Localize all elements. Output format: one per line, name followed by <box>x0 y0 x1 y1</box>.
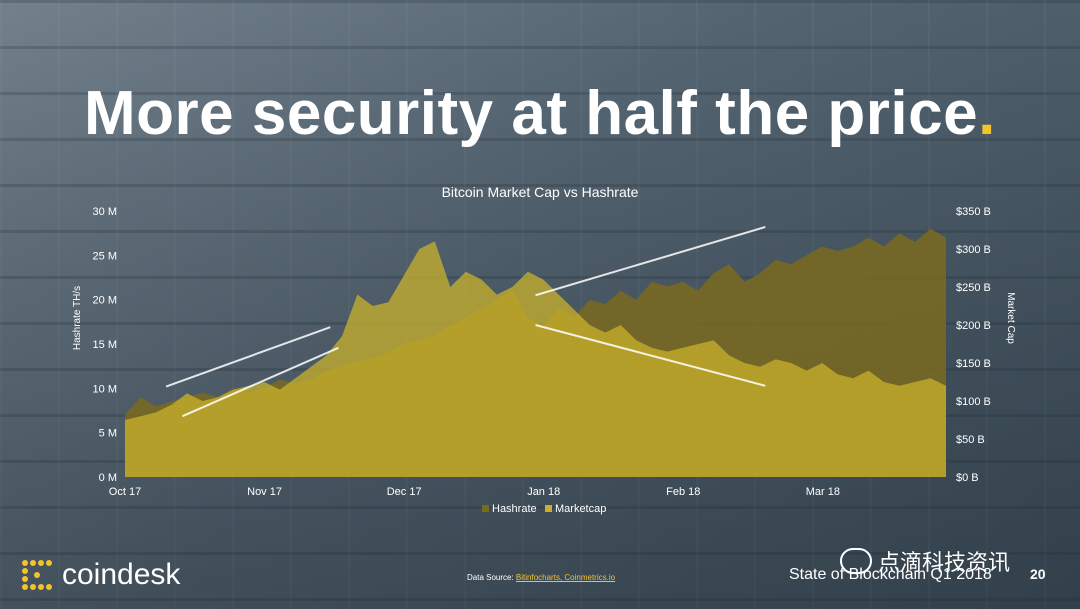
wechat-icon <box>840 548 872 574</box>
left-tick-label: 5 M <box>99 428 117 440</box>
right-tick-label: $250 B <box>956 282 991 294</box>
coindesk-logo[interactable]: coindesk <box>20 558 180 592</box>
legend-hashrate: Hashrate <box>492 503 537 515</box>
left-axis-ticks: 0 M 5 M 10 M 15 M 20 M 25 M 30 M <box>93 206 117 484</box>
logo-text: coindesk <box>62 558 181 591</box>
legend: Hashrate Marketcap <box>482 503 606 515</box>
left-tick-label: 25 M <box>93 250 117 262</box>
right-tick-label: $200 B <box>956 320 991 332</box>
x-tick-label: Nov 17 <box>247 486 282 498</box>
left-tick-label: 20 M <box>93 295 117 307</box>
x-tick-label: Jan 18 <box>527 486 560 498</box>
x-tick-label: Feb 18 <box>666 486 700 498</box>
right-axis-ticks: $0 B $50 B $100 B $150 B $200 B $250 B $300 B $… <box>956 206 991 484</box>
x-tick-label: Dec 17 <box>387 486 422 498</box>
coindesk-logo-icon <box>22 560 52 590</box>
x-axis-ticks: Oct 17 Nov 17 Dec 17 Jan 18 Feb 18 Mar 18 <box>109 486 840 498</box>
chart-title: Bitcoin Market Cap vs Hashrate <box>442 184 639 200</box>
slide-title: More security at half the price. <box>84 79 996 148</box>
trend-line <box>535 324 766 387</box>
legend-swatch-hashrate <box>482 505 489 512</box>
x-tick-label: Mar 18 <box>806 486 840 498</box>
data-source: Data Source: Bitinfocharts, Coinmetrics.… <box>467 573 616 582</box>
legend-marketcap: Marketcap <box>555 503 606 515</box>
trend-line <box>182 346 339 418</box>
left-tick-label: 15 M <box>93 339 117 351</box>
right-tick-label: $350 B <box>956 206 991 218</box>
left-tick-label: 10 M <box>93 383 117 395</box>
right-axis-title: Market Cap <box>1005 292 1016 344</box>
source-links[interactable]: Bitinfocharts, Coinmetrics.io <box>515 573 616 582</box>
x-tick-label: Oct 17 <box>109 486 141 498</box>
footer-text: State of Blockchain Q1 2018 <box>789 566 992 583</box>
trend-line <box>535 226 766 297</box>
watermark: 点滴科技资讯 <box>840 545 1010 577</box>
left-axis-title: Hashrate TH/s <box>72 286 83 350</box>
right-tick-label: $150 B <box>956 358 991 370</box>
right-tick-label: $0 B <box>956 472 979 484</box>
area-marketcap <box>125 241 946 477</box>
legend-swatch-marketcap <box>545 505 552 512</box>
right-tick-label: $50 B <box>956 434 985 446</box>
right-tick-label: $300 B <box>956 244 991 256</box>
page-number: 20 <box>1030 566 1046 582</box>
trend-line <box>165 326 331 388</box>
left-tick-label: 30 M <box>93 206 117 218</box>
right-tick-label: $100 B <box>956 396 991 408</box>
left-tick-label: 0 M <box>99 472 117 484</box>
